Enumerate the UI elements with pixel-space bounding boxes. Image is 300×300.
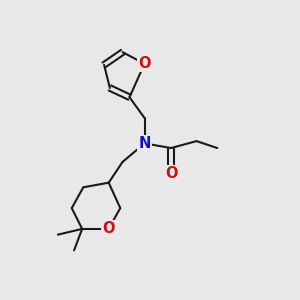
Text: O: O (103, 221, 115, 236)
Text: O: O (165, 166, 177, 181)
Text: N: N (138, 136, 151, 151)
Text: O: O (138, 56, 151, 71)
